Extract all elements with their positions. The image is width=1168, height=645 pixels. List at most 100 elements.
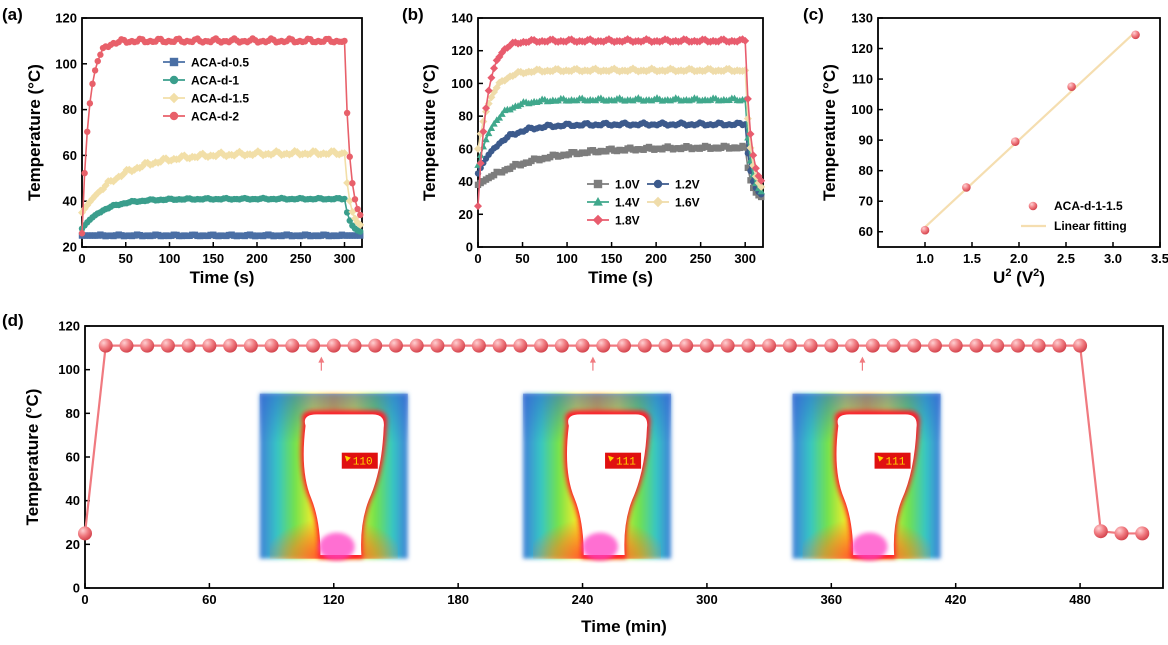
x-tick-label: 420 <box>945 592 967 607</box>
x-tick-label: 60 <box>202 592 216 607</box>
data-point <box>637 338 652 353</box>
x-tick-label: 2.5 <box>1057 251 1075 266</box>
legend-label: ACA-d-2 <box>191 110 239 124</box>
data-point <box>86 100 94 107</box>
data-point <box>658 338 673 353</box>
x-axis-title-part: (V <box>1011 268 1033 287</box>
data-point <box>430 338 445 353</box>
legend-marker <box>593 196 603 206</box>
data-point <box>160 338 175 353</box>
data-point <box>388 338 403 353</box>
y-tick-label: 0 <box>466 240 473 255</box>
legend-label: 1.8V <box>615 214 640 228</box>
data-point <box>264 338 279 353</box>
y-tick-label: 140 <box>451 11 473 26</box>
data-point <box>617 338 631 353</box>
data-point <box>479 127 488 136</box>
data-point <box>357 232 364 239</box>
data-point <box>920 225 930 235</box>
data-point <box>346 153 353 160</box>
data-point <box>498 110 506 117</box>
y-tick-label: 110 <box>852 72 873 87</box>
y-tick-label: 80 <box>66 406 80 421</box>
y-tick-label: 60 <box>459 141 473 156</box>
y-tick-label: 80 <box>63 102 77 117</box>
data-point <box>285 338 300 353</box>
legend-marker <box>169 75 179 85</box>
y-tick-label: 80 <box>859 163 873 178</box>
data-point <box>357 211 364 219</box>
legend: ACA-d-0.5 ACA-d-1 ACA-d-1.5 ACA-d-2 <box>163 56 249 124</box>
panel-label: (c) <box>803 5 824 24</box>
y-tick-label: 80 <box>459 109 473 124</box>
x-tick-label: 50 <box>515 251 529 266</box>
data-point <box>97 51 104 58</box>
data-point <box>181 338 196 353</box>
y-tick-label: 20 <box>66 537 80 552</box>
series-ACA-d-1.5 <box>78 147 365 229</box>
data-point <box>346 217 353 224</box>
data-point <box>119 338 134 353</box>
arrow-head <box>859 356 866 363</box>
x-tick-label: 360 <box>820 592 842 607</box>
legend-label: 1.4V <box>615 196 640 210</box>
x-axis-title-part: ) <box>1039 268 1045 287</box>
temperature-readout: 110 <box>353 457 373 469</box>
x-tick-label: 3.5 <box>1151 251 1168 266</box>
cursor-icon <box>344 455 351 462</box>
legend-marker <box>593 179 603 189</box>
x-tick-label: 3.0 <box>1104 251 1122 266</box>
x-axis-title: Time (s) <box>588 268 653 287</box>
data-point <box>679 338 694 353</box>
data-point <box>479 117 488 126</box>
data-point <box>343 109 351 117</box>
data-point <box>451 338 466 353</box>
data-point <box>340 149 349 158</box>
x-axis-title-part: 2 <box>1033 267 1039 279</box>
thermal-image: 110 <box>259 393 408 561</box>
data-point <box>223 338 238 353</box>
data-point <box>741 144 749 151</box>
panel-b: 0 50 100 150 200 250 300 0 20 40 60 80 100 120 140 (b) T… <box>402 5 766 287</box>
legend-label: 1.6V <box>675 196 700 210</box>
x-tick-label: 200 <box>246 251 268 266</box>
thermal-object <box>836 414 917 555</box>
y-tick-label: 100 <box>451 76 473 91</box>
y-tick-label: 120 <box>851 41 873 56</box>
data-point <box>865 338 880 353</box>
x-tick-label: 480 <box>1069 592 1091 607</box>
legend-label: 1.2V <box>675 178 700 192</box>
series-line <box>81 150 361 226</box>
data-point <box>81 169 88 177</box>
y-tick-label: 100 <box>851 102 873 117</box>
y-tick-label: 0 <box>73 581 80 596</box>
panel-a: 0 50 100 150 200 250 300 20 40 60 80 100 120 (a) Tempe… <box>2 5 365 287</box>
legend-label: Linear fitting <box>1054 219 1127 233</box>
data-point <box>343 209 351 216</box>
legend-marker <box>1028 201 1038 211</box>
x-axis-title: Time (min) <box>581 617 667 636</box>
y-axis-title: Temperature (°C) <box>23 389 42 526</box>
temperature-readout-box <box>341 452 378 469</box>
x-tick-label: 0 <box>78 251 85 266</box>
data-point <box>482 135 490 143</box>
data-point <box>368 338 383 353</box>
data-point <box>140 338 155 353</box>
thermal-object <box>303 414 384 555</box>
data-point <box>347 338 362 353</box>
x-tick-label: 100 <box>159 251 181 266</box>
y-tick-label: 100 <box>55 56 77 71</box>
x-tick-label: 1.5 <box>963 251 981 266</box>
y-tick-label: 60 <box>859 224 873 239</box>
data-point <box>84 128 91 135</box>
x-tick-label: 0 <box>474 251 481 266</box>
x-tick-label: 300 <box>734 251 756 266</box>
data-point <box>720 338 735 353</box>
legend-marker <box>652 196 664 208</box>
data-point <box>741 36 750 45</box>
data-point <box>1073 338 1088 353</box>
data-point <box>534 338 549 353</box>
data-point <box>803 338 818 353</box>
legend-label: 1.0V <box>615 178 640 192</box>
cursor-icon <box>877 455 884 462</box>
